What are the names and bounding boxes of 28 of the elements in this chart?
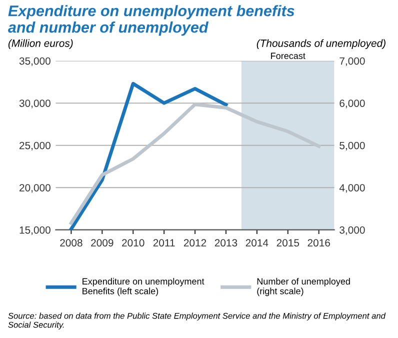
x-tick-label: 2014 <box>246 239 268 247</box>
y-axis-title: (Million euros) <box>8 39 73 50</box>
y2-tick-label: 7,000 <box>340 57 365 66</box>
y2-tick-label: 3,000 <box>340 226 365 235</box>
x-tick-label: 2016 <box>308 239 330 247</box>
x-tick-label: 2015 <box>276 239 300 247</box>
legend-label: Number of unemployed (right scale) <box>257 278 350 296</box>
x-tick-label: 2013 <box>214 239 238 247</box>
y-tick-label: 15,000 <box>20 226 50 235</box>
band-label: Forecast <box>271 52 306 60</box>
y2-tick-label: 5,000 <box>340 142 365 150</box>
legend-label: Expenditure on unemployment Benefits (left scale) <box>82 278 204 296</box>
y-tick-label: 30,000 <box>19 100 50 108</box>
chart-title: Expenditure on unemployment benefits and number of unemployed <box>8 5 294 36</box>
x-tick-label: 2010 <box>122 239 144 247</box>
line-series <box>69 82 228 230</box>
y-tick-label: 25,000 <box>20 142 50 150</box>
y-tick-label: 20,000 <box>20 184 50 193</box>
x-tick-label: 2008 <box>60 239 82 247</box>
x-tick-label: 2012 <box>184 239 206 247</box>
y2-axis-title: (Thousands of unemployed) <box>256 39 386 50</box>
y2-tick-label: 6,000 <box>340 100 365 108</box>
y2-tick-label: 4,000 <box>339 184 365 193</box>
x-tick-label: 2009 <box>91 239 114 247</box>
x-tick-label: 2011 <box>153 239 175 247</box>
source-note: Source: based on data from the Public State Employment Service and the Ministry of Employment and Social Security. <box>8 312 386 330</box>
line-series <box>69 102 321 225</box>
y-tick-label: 35,000 <box>19 57 50 66</box>
